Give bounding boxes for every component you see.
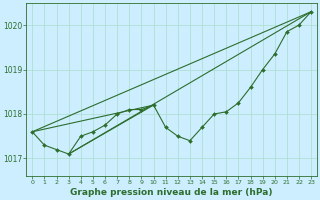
X-axis label: Graphe pression niveau de la mer (hPa): Graphe pression niveau de la mer (hPa) xyxy=(70,188,273,197)
